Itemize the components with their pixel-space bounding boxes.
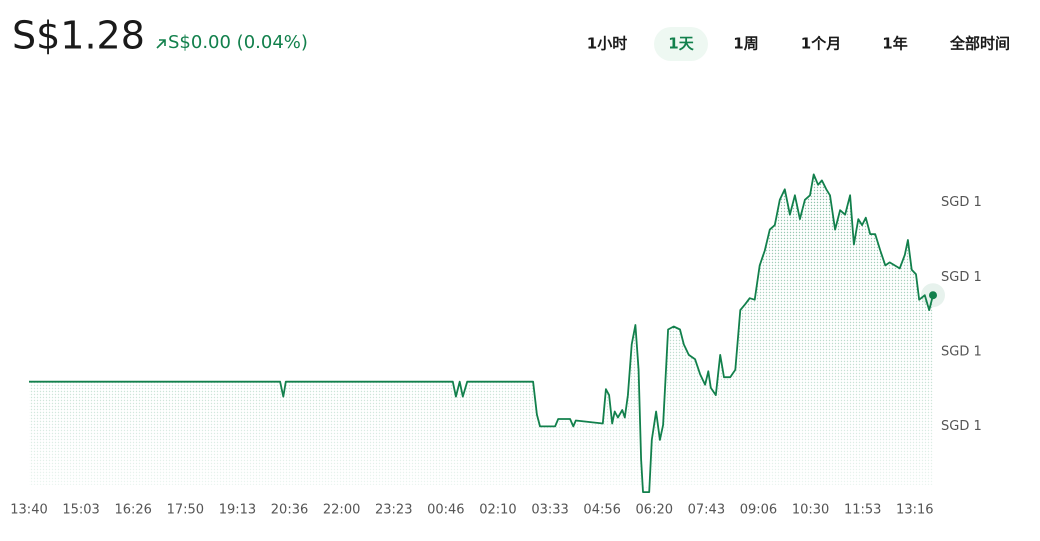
- price-line: [29, 173, 934, 493]
- last-point: [929, 291, 937, 300]
- range-button[interactable]: 1周: [733, 35, 758, 53]
- x-tick-label: 15:03: [62, 503, 99, 518]
- x-tick-label: 03:33: [531, 503, 568, 518]
- x-tick-label: 06:20: [636, 503, 673, 518]
- x-tick-label: 04:56: [583, 503, 620, 518]
- range-button[interactable]: 全部时间: [949, 35, 1010, 53]
- x-tick-label: 13:40: [10, 503, 47, 518]
- price-change: S$0.00 (0.04%): [168, 32, 308, 53]
- range-button[interactable]: 1年: [882, 35, 907, 53]
- up-arrow-icon: [156, 39, 166, 49]
- range-button[interactable]: 1小时: [587, 35, 627, 53]
- x-tick-label: 16:26: [114, 503, 151, 518]
- x-tick-label: 17:50: [167, 503, 204, 518]
- range-button[interactable]: 1天: [668, 35, 694, 53]
- x-tick-label: 20:36: [271, 503, 308, 518]
- x-tick-label: 13:16: [896, 503, 933, 518]
- x-tick-label: 02:10: [479, 503, 516, 518]
- y-tick-label: SGD 1: [941, 270, 982, 285]
- x-tick-label: 07:43: [688, 503, 725, 518]
- area-fill: [29, 174, 933, 493]
- x-tick-label: 09:06: [740, 503, 777, 518]
- y-tick-label: SGD 1: [941, 344, 982, 359]
- x-tick-label: 19:13: [219, 503, 256, 518]
- price: S$1.28: [12, 14, 145, 58]
- x-tick-label: 10:30: [792, 503, 829, 518]
- x-tick-label: 22:00: [323, 503, 360, 518]
- x-tick-label: 23:23: [375, 503, 412, 518]
- selected-range-bg: [654, 27, 708, 61]
- y-tick-label: SGD 1: [941, 195, 982, 210]
- y-tick-label: SGD 1: [941, 419, 982, 434]
- range-button[interactable]: 1个月: [801, 35, 841, 53]
- x-tick-label: 11:53: [844, 503, 881, 518]
- x-tick-label: 00:46: [427, 503, 464, 518]
